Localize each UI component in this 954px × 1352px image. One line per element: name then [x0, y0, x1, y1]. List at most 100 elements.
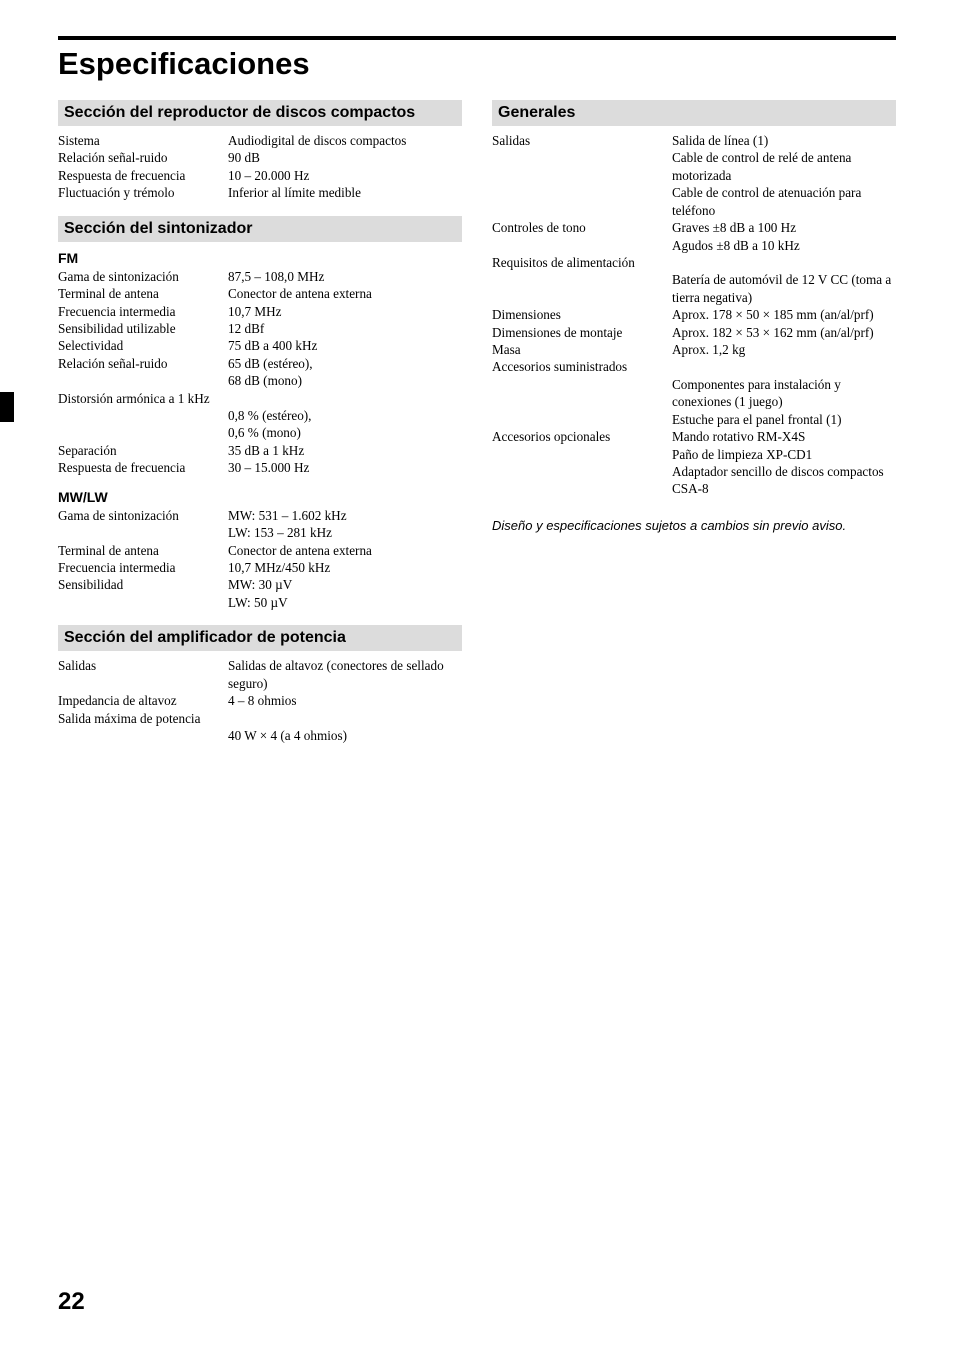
design-footnote: Diseño y especificaciones sujetos a camb…	[492, 518, 896, 535]
spec-label: Accesorios opcionales	[492, 428, 672, 445]
spec-row: Paño de limpieza XP-CD1	[492, 446, 896, 463]
spec-row: 40 W × 4 (a 4 ohmios)	[58, 727, 462, 744]
section-header-general: Generales	[492, 100, 896, 126]
spec-label	[492, 237, 672, 254]
spec-row: 68 dB (mono)	[58, 372, 462, 389]
spec-label	[58, 524, 228, 541]
spec-row: Cable de control de atenuación para telé…	[492, 184, 896, 219]
top-rule	[58, 36, 896, 40]
section-header-cd: Sección del reproductor de discos compac…	[58, 100, 462, 126]
spec-value: 0,6 % (mono)	[228, 424, 462, 441]
spec-row: Frecuencia intermedia10,7 MHz/450 kHz	[58, 559, 462, 576]
spec-row: Selectividad75 dB a 400 kHz	[58, 337, 462, 354]
right-column: Generales SalidasSalida de línea (1)Cabl…	[492, 100, 896, 758]
spec-value: 10,7 MHz/450 kHz	[228, 559, 462, 576]
spec-label: Frecuencia intermedia	[58, 559, 228, 576]
spec-label	[58, 424, 228, 441]
spec-label	[58, 594, 228, 611]
spec-row: Relación señal-ruido65 dB (estéreo),	[58, 355, 462, 372]
spec-label: Masa	[492, 341, 672, 358]
spec-value: Conector de antena externa	[228, 285, 462, 302]
spec-label: Respuesta de frecuencia	[58, 459, 228, 476]
spec-row: LW: 153 – 281 kHz	[58, 524, 462, 541]
spec-label: Sistema	[58, 132, 228, 149]
spec-value: Paño de limpieza XP-CD1	[672, 446, 896, 463]
spec-label	[492, 149, 672, 184]
spec-row: Frecuencia intermedia10,7 MHz	[58, 303, 462, 320]
spec-value: LW: 153 – 281 kHz	[228, 524, 462, 541]
spec-value: 30 – 15.000 Hz	[228, 459, 462, 476]
spec-value: 68 dB (mono)	[228, 372, 462, 389]
spec-value: 65 dB (estéreo),	[228, 355, 462, 372]
spec-value: 90 dB	[228, 149, 462, 166]
spec-value: Conector de antena externa	[228, 542, 462, 559]
spec-value: Salidas de altavoz (conectores de sellad…	[228, 657, 462, 692]
spec-row: Batería de automóvil de 12 V CC (toma a …	[492, 271, 896, 306]
spec-label	[492, 271, 672, 306]
spec-value: Salida de línea (1)	[672, 132, 896, 149]
spec-label: Sensibilidad utilizable	[58, 320, 228, 337]
section-header-amp: Sección del amplificador de potencia	[58, 625, 462, 651]
spec-label	[492, 463, 672, 498]
spec-value: Aprox. 182 × 53 × 162 mm (an/al/prf)	[672, 324, 896, 341]
spec-row: Terminal de antenaConector de antena ext…	[58, 285, 462, 302]
spec-value: 12 dBf	[228, 320, 462, 337]
spec-value: Aprox. 1,2 kg	[672, 341, 896, 358]
subhead-mwlw: MW/LW	[58, 489, 462, 505]
amp-specs: SalidasSalidas de altavoz (conectores de…	[58, 657, 462, 744]
spec-label: Impedancia de altavoz	[58, 692, 228, 709]
spec-value: Adaptador sencillo de discos compactos C…	[672, 463, 896, 498]
spec-label	[58, 372, 228, 389]
spec-label: Gama de sintonización	[58, 268, 228, 285]
spec-value: Batería de automóvil de 12 V CC (toma a …	[672, 271, 896, 306]
mwlw-specs: Gama de sintonizaciónMW: 531 – 1.602 kHz…	[58, 507, 462, 612]
spec-label: Frecuencia intermedia	[58, 303, 228, 320]
spec-label	[58, 407, 228, 424]
spec-value: Cable de control de atenuación para telé…	[672, 184, 896, 219]
general-specs: SalidasSalida de línea (1)Cable de contr…	[492, 132, 896, 498]
spec-value: Audiodigital de discos compactos	[228, 132, 462, 149]
content-columns: Sección del reproductor de discos compac…	[58, 100, 896, 758]
spec-row: LW: 50 µV	[58, 594, 462, 611]
spec-row: Gama de sintonizaciónMW: 531 – 1.602 kHz	[58, 507, 462, 524]
spec-value: Componentes para instalación y conexione…	[672, 376, 896, 411]
spec-row: Respuesta de frecuencia30 – 15.000 Hz	[58, 459, 462, 476]
spec-row: SensibilidadMW: 30 µV	[58, 576, 462, 593]
spec-value: 4 – 8 ohmios	[228, 692, 462, 709]
amp-maxpower-label: Salida máxima de potencia	[58, 710, 462, 727]
spec-row: Fluctuación y trémoloInferior al límite …	[58, 184, 462, 201]
page-number: 22	[58, 1288, 85, 1316]
spec-row: Adaptador sencillo de discos compactos C…	[492, 463, 896, 498]
spec-row: Componentes para instalación y conexione…	[492, 376, 896, 411]
spec-row: SalidasSalida de línea (1)	[492, 132, 896, 149]
spec-row: Relación señal-ruido90 dB	[58, 149, 462, 166]
spec-value: 40 W × 4 (a 4 ohmios)	[228, 727, 462, 744]
spec-label	[492, 376, 672, 411]
spec-row: Accesorios suministrados	[492, 358, 896, 375]
section-header-tuner: Sección del sintonizador	[58, 216, 462, 242]
spec-row: Separación35 dB a 1 kHz	[58, 442, 462, 459]
spec-label: Salidas	[58, 657, 228, 692]
spec-label: Gama de sintonización	[58, 507, 228, 524]
spec-value	[672, 358, 896, 375]
fm-specs: Gama de sintonización87,5 – 108,0 MHzTer…	[58, 268, 462, 477]
spec-label: Relación señal-ruido	[58, 355, 228, 372]
spec-label: Terminal de antena	[58, 285, 228, 302]
left-column: Sección del reproductor de discos compac…	[58, 100, 462, 758]
spec-label: Dimensiones	[492, 306, 672, 323]
spec-value: Agudos ±8 dB a 10 kHz	[672, 237, 896, 254]
subhead-fm: FM	[58, 250, 462, 266]
spec-value: 75 dB a 400 kHz	[228, 337, 462, 354]
spec-row: Dimensiones de montajeAprox. 182 × 53 × …	[492, 324, 896, 341]
spec-row: Cable de control de relé de antena motor…	[492, 149, 896, 184]
spec-row: Gama de sintonización87,5 – 108,0 MHz	[58, 268, 462, 285]
spec-value: 10 – 20.000 Hz	[228, 167, 462, 184]
spec-row: Terminal de antenaConector de antena ext…	[58, 542, 462, 559]
spec-value: Inferior al límite medible	[228, 184, 462, 201]
spec-label	[58, 727, 228, 744]
side-tab	[0, 392, 14, 422]
spec-row: 0,8 % (estéreo),	[58, 407, 462, 424]
cd-specs: SistemaAudiodigital de discos compactosR…	[58, 132, 462, 202]
spec-label: Sensibilidad	[58, 576, 228, 593]
spec-label	[492, 184, 672, 219]
